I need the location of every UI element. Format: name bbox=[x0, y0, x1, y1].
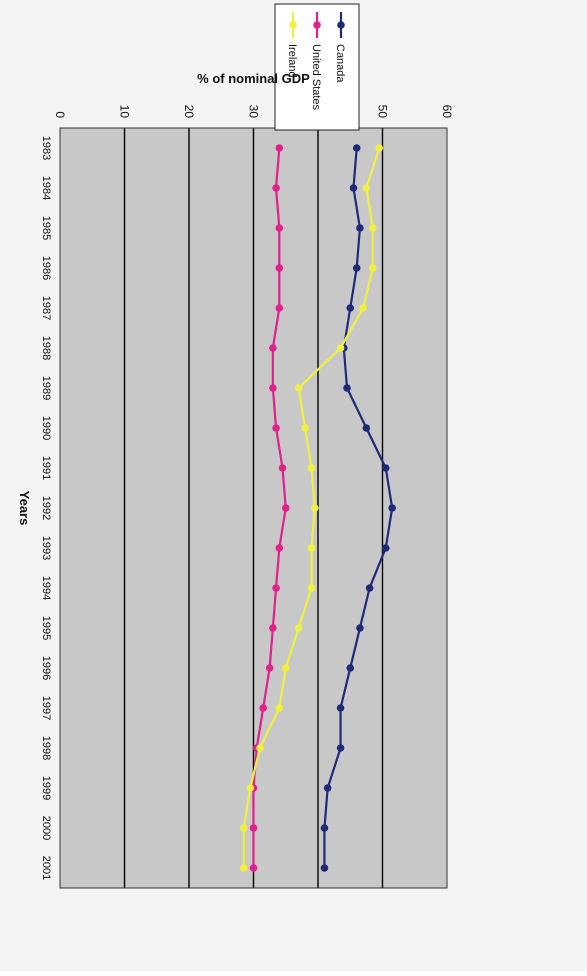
data-point bbox=[272, 424, 280, 432]
x-tick-label: 1992 bbox=[40, 496, 52, 520]
data-point bbox=[294, 624, 303, 632]
data-point bbox=[365, 584, 374, 592]
x-tick-label: 1999 bbox=[40, 776, 52, 800]
x-tick-label: 1997 bbox=[40, 696, 52, 720]
data-point bbox=[249, 824, 258, 832]
legend-box bbox=[274, 3, 360, 131]
data-point bbox=[249, 864, 258, 872]
data-point bbox=[275, 224, 284, 232]
data-point bbox=[359, 304, 367, 312]
y-tick-label: 30 bbox=[247, 105, 261, 119]
data-point bbox=[320, 824, 329, 832]
series-canada bbox=[320, 144, 396, 872]
y-tick-label: 50 bbox=[376, 105, 390, 119]
y-tick-label: 0 bbox=[53, 111, 67, 118]
data-point bbox=[369, 264, 377, 272]
y-tick-label: 20 bbox=[182, 105, 196, 119]
data-point bbox=[336, 344, 345, 352]
data-point bbox=[343, 384, 351, 392]
data-point bbox=[240, 864, 248, 872]
data-point bbox=[336, 744, 345, 752]
legend-marker bbox=[313, 21, 321, 29]
data-point bbox=[375, 144, 384, 152]
x-tick-label: 1986 bbox=[40, 256, 52, 280]
x-tick-label: 1994 bbox=[40, 576, 52, 600]
x-axis-ticks: 1983 1984 1985 1986 1987 1988 1989 1990 1991 1992… bbox=[40, 136, 52, 880]
data-point bbox=[269, 344, 277, 352]
data-point bbox=[352, 264, 361, 272]
data-point bbox=[320, 864, 329, 872]
data-point bbox=[381, 464, 390, 472]
series-ireland bbox=[240, 144, 384, 872]
x-tick-label: 1983 bbox=[40, 136, 52, 160]
y-axis-label: % of nominal GDP bbox=[197, 71, 310, 86]
data-point bbox=[265, 664, 274, 672]
legend-entry: Canada bbox=[334, 44, 346, 83]
data-point bbox=[275, 544, 284, 552]
data-point bbox=[275, 264, 284, 272]
data-point bbox=[356, 224, 364, 232]
x-tick-label: 1984 bbox=[40, 176, 52, 200]
data-point bbox=[369, 224, 377, 232]
data-point bbox=[356, 624, 364, 632]
data-point bbox=[381, 544, 390, 552]
data-point bbox=[269, 384, 277, 392]
x-tick-label: 1989 bbox=[40, 376, 52, 400]
y-axis-ticks: 0102030405060 bbox=[53, 105, 454, 119]
x-tick-label: 1990 bbox=[40, 416, 52, 440]
data-point bbox=[240, 824, 248, 832]
x-tick-label: 2000 bbox=[40, 816, 52, 840]
legend-entry: United States bbox=[310, 44, 322, 111]
data-point bbox=[256, 744, 264, 752]
data-point bbox=[346, 304, 355, 312]
data-point bbox=[269, 624, 277, 632]
x-tick-label: 1998 bbox=[40, 736, 52, 760]
data-point bbox=[310, 504, 319, 512]
data-point bbox=[275, 704, 284, 712]
data-point bbox=[275, 144, 284, 152]
y-tick-label: 10 bbox=[118, 105, 132, 119]
data-point bbox=[301, 424, 309, 432]
data-point bbox=[362, 184, 371, 192]
data-point bbox=[349, 184, 358, 192]
series-lines bbox=[240, 144, 396, 872]
legend: Canada United States Ireland bbox=[274, 3, 360, 131]
data-point bbox=[307, 584, 316, 592]
legend-marker bbox=[289, 21, 297, 29]
legend-entry: Ireland bbox=[286, 44, 298, 78]
data-point bbox=[388, 504, 396, 512]
legend-marker bbox=[337, 21, 345, 29]
data-point bbox=[336, 704, 345, 712]
x-tick-label: 1996 bbox=[40, 656, 52, 680]
data-point bbox=[346, 664, 355, 672]
x-tick-label: 1988 bbox=[40, 336, 52, 360]
data-point bbox=[272, 184, 280, 192]
data-point bbox=[352, 144, 361, 152]
x-tick-label: 1985 bbox=[40, 216, 52, 240]
data-point bbox=[275, 304, 284, 312]
x-tick-label: 1995 bbox=[40, 616, 52, 640]
data-point bbox=[272, 584, 280, 592]
x-tick-label: 2001 bbox=[40, 856, 52, 880]
data-point bbox=[294, 384, 303, 392]
x-tick-label: 1991 bbox=[40, 456, 52, 480]
data-point bbox=[281, 664, 290, 672]
data-point bbox=[307, 464, 316, 472]
y-tick-label: 60 bbox=[440, 105, 454, 119]
data-point bbox=[362, 424, 371, 432]
x-tick-label: 1993 bbox=[40, 536, 52, 560]
data-point bbox=[281, 504, 290, 512]
data-point bbox=[246, 784, 255, 792]
data-point bbox=[307, 544, 316, 552]
x-tick-label: 1987 bbox=[40, 296, 52, 320]
x-axis-label: Years bbox=[17, 491, 32, 526]
data-point bbox=[323, 784, 332, 792]
data-point bbox=[259, 704, 267, 712]
data-point bbox=[278, 464, 287, 472]
